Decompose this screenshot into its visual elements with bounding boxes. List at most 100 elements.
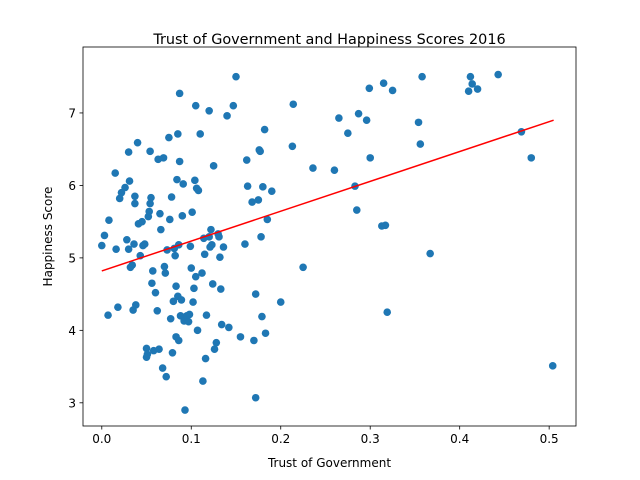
scatter-point bbox=[216, 253, 224, 261]
x-tick-label: 0.2 bbox=[271, 432, 290, 446]
scatter-point bbox=[167, 193, 176, 201]
scatter-point bbox=[148, 267, 157, 275]
scatter-point bbox=[208, 241, 216, 249]
scatter-point bbox=[191, 101, 200, 110]
scatter-point bbox=[124, 148, 133, 156]
scatter-point bbox=[181, 406, 189, 414]
scatter-point bbox=[173, 175, 181, 184]
scatter-point bbox=[177, 296, 186, 304]
scatter-point bbox=[172, 282, 180, 290]
scatter-point bbox=[138, 217, 146, 226]
scatter-point bbox=[133, 138, 142, 147]
scatter-point bbox=[219, 243, 228, 251]
scatter-point bbox=[169, 297, 178, 306]
scatter-point bbox=[151, 288, 160, 297]
scatter-point bbox=[168, 349, 177, 357]
scatter-point bbox=[260, 125, 269, 134]
scatter-point bbox=[115, 194, 124, 203]
scatter-point bbox=[156, 209, 164, 218]
scatter-point bbox=[159, 154, 168, 162]
scatter-point bbox=[205, 106, 213, 115]
scatter-point bbox=[527, 154, 536, 162]
scatter-point bbox=[261, 329, 270, 338]
scatter-point bbox=[254, 196, 263, 204]
scatter-point bbox=[236, 333, 245, 341]
scatter-point bbox=[257, 233, 265, 241]
scatter-point bbox=[162, 372, 171, 381]
y-tick-label: 7 bbox=[68, 106, 76, 120]
y-tick-label: 3 bbox=[68, 396, 76, 410]
scatter-point bbox=[188, 208, 196, 217]
scatter-point bbox=[466, 72, 475, 81]
scatter-point bbox=[175, 89, 184, 98]
scatter-point bbox=[158, 364, 167, 372]
scatter-point bbox=[259, 183, 267, 191]
scatter-point bbox=[111, 169, 120, 177]
scatter-point bbox=[362, 116, 371, 124]
scatter-point bbox=[128, 261, 137, 269]
scatter-point bbox=[201, 354, 210, 363]
scatter-point bbox=[414, 118, 423, 127]
scatter-point bbox=[210, 345, 219, 353]
scatter-point bbox=[299, 263, 307, 272]
x-tick-label: 0.4 bbox=[450, 432, 469, 446]
scatter-point bbox=[416, 140, 425, 148]
scatter-point bbox=[289, 100, 298, 109]
scatter-point bbox=[131, 301, 140, 309]
scatter-point bbox=[130, 240, 138, 248]
scatter-point bbox=[97, 241, 106, 250]
scatter-point bbox=[388, 86, 397, 95]
scatter-point bbox=[112, 245, 120, 253]
scatter-point bbox=[196, 130, 205, 138]
scatter-point bbox=[171, 251, 179, 260]
scatter-point bbox=[186, 242, 195, 251]
scatter-point bbox=[146, 147, 154, 156]
scatter-point bbox=[243, 182, 252, 190]
scatter-point bbox=[147, 193, 155, 202]
chart-title: Trust of Government and Happiness Scores… bbox=[152, 32, 505, 48]
scatter-point bbox=[309, 164, 317, 172]
scatter-point bbox=[145, 207, 154, 216]
scatter-point bbox=[250, 336, 258, 345]
y-tick-label: 5 bbox=[68, 251, 76, 265]
scatter-point bbox=[199, 377, 207, 385]
scatter-point bbox=[288, 142, 297, 151]
trend-line bbox=[101, 119, 554, 272]
scatter-point bbox=[174, 130, 182, 138]
scatter-point bbox=[251, 393, 260, 402]
scatter-point bbox=[175, 157, 184, 166]
y-axis-label: Happiness Score bbox=[41, 187, 55, 287]
scatter-point bbox=[473, 85, 482, 93]
scatter-point bbox=[248, 198, 256, 206]
scatter-point bbox=[184, 317, 193, 326]
scatter-point bbox=[104, 311, 112, 319]
scatter-point bbox=[335, 114, 343, 122]
scatter-point bbox=[258, 312, 266, 321]
x-tick-label: 0.3 bbox=[361, 432, 380, 446]
scatter-point bbox=[365, 84, 374, 93]
scatter-point bbox=[225, 323, 233, 332]
scatter-point bbox=[165, 133, 173, 142]
scatter-point bbox=[100, 231, 109, 240]
scatter-point bbox=[131, 199, 139, 208]
scatter-point bbox=[217, 320, 226, 329]
scatter-point bbox=[179, 180, 188, 188]
scatter-point bbox=[185, 310, 194, 319]
scatter-point bbox=[174, 336, 183, 345]
x-tick-label: 0.0 bbox=[92, 432, 111, 446]
plot-frame bbox=[82, 46, 577, 427]
scatter-point bbox=[223, 112, 231, 120]
scatter-point bbox=[148, 279, 156, 288]
scatter-point bbox=[215, 233, 223, 241]
scatter-point bbox=[123, 235, 131, 244]
scatter-point bbox=[494, 70, 502, 79]
scatter-point bbox=[418, 72, 426, 81]
scatter-point bbox=[131, 192, 139, 201]
scatter-point bbox=[165, 215, 174, 224]
scatter-point bbox=[251, 290, 260, 298]
scatter-point bbox=[263, 215, 272, 224]
scatter-point bbox=[121, 183, 129, 192]
scatter-point bbox=[155, 345, 163, 353]
x-axis-label: Trust of Government bbox=[267, 456, 391, 470]
scatter-point bbox=[187, 264, 196, 272]
